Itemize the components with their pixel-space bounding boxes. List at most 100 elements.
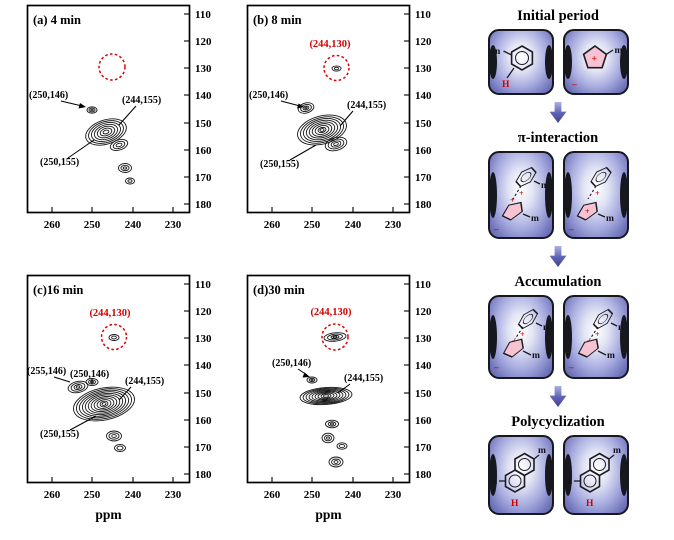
label-m: m: [531, 214, 539, 224]
down-arrow-icon: [549, 386, 567, 407]
y-tick-label: 130: [415, 63, 432, 75]
mechanism-scheme: Initial period n H + m –: [442, 0, 674, 540]
peak-pointers: [60, 100, 137, 159]
y-tick-label: 120: [195, 36, 212, 48]
capsule-portal-right-icon: [544, 45, 553, 79]
peak-label: (250,146): [29, 90, 68, 101]
x-tick-label: 260: [264, 219, 281, 231]
label-n: n: [541, 181, 547, 191]
capsule-portal-right-icon: [619, 315, 628, 359]
capsule-host: m n H: [487, 435, 554, 515]
plot-frame: [26, 4, 191, 214]
capsule-portal-right-icon: [619, 454, 628, 496]
down-arrow-icon: [549, 102, 567, 123]
peak-pointers: [53, 376, 132, 431]
capsule-portal-left-icon: [563, 172, 572, 218]
cyclopentadienyl-molecule-icon: + m –: [571, 45, 622, 90]
capsule-portal-left-icon: [563, 45, 572, 79]
peak-label: (250,155): [260, 159, 299, 170]
label-h: H: [511, 499, 519, 509]
capsule-portal-right-icon: [619, 45, 628, 79]
peak-label: (250,146): [249, 90, 288, 101]
panel-title: (a) 4 min: [33, 13, 81, 27]
stage-title-pi-interaction: π-interaction: [517, 130, 599, 146]
plot-frame: [26, 274, 191, 484]
tick-marks: [271, 13, 410, 213]
x-tick-label: 260: [264, 489, 281, 501]
highlight-circle: [323, 54, 350, 82]
x-tick-label: 240: [345, 489, 362, 501]
stage-polycyclization: m n H m n H: [487, 435, 629, 515]
y-tick-label: 150: [415, 118, 432, 130]
y-tick-label: 140: [195, 90, 212, 102]
x-tick-label: 250: [84, 219, 101, 231]
capsule-portal-left-icon: [488, 315, 497, 359]
peak-pointers: [280, 100, 354, 161]
panel-title: (d)30 min: [253, 283, 305, 297]
x-tick-label: 230: [165, 489, 182, 501]
capsule-host: + m –: [562, 29, 629, 95]
x-axis-labels: 260 250 240 230: [44, 489, 182, 501]
peak-label: (250,155): [40, 157, 79, 168]
y-tick-label: 120: [415, 306, 432, 318]
highlight-peak-label: (244,130): [310, 307, 352, 318]
y-tick-label: 160: [195, 415, 212, 427]
capsule-portal-left-icon: [563, 454, 572, 496]
peak-label: (244,155): [347, 100, 386, 111]
y-tick-label: 180: [415, 469, 432, 481]
y-tick-label: 140: [195, 360, 212, 372]
stage-title-polycyclization: Polycyclization: [511, 414, 605, 430]
label-plus: +: [591, 55, 596, 65]
tick-marks: [271, 283, 410, 483]
x-axis-labels: 260 250 240 230: [44, 219, 182, 231]
y-tick-label: 180: [415, 199, 432, 211]
stage-accumulation: n + + m – n: [487, 295, 629, 379]
contour-peaks: [299, 332, 353, 468]
x-tick-label: 230: [385, 489, 402, 501]
x-tick-label: 260: [44, 489, 61, 501]
capsule-portal-left-icon: [488, 45, 497, 79]
label-n: n: [567, 477, 573, 487]
x-tick-label: 250: [84, 489, 101, 501]
label-m: m: [614, 46, 622, 56]
label-n: n: [495, 47, 501, 57]
peak-label: (250,155): [40, 429, 79, 440]
x-tick-label: 250: [304, 219, 321, 231]
y-tick-label: 130: [195, 333, 212, 345]
x-axis-title: ppm: [315, 507, 342, 522]
peak-pointers: [297, 368, 351, 394]
label-plus: +: [520, 330, 525, 339]
label-n: n: [492, 477, 498, 487]
stage-pi-interaction: n + + m – +: [487, 151, 629, 239]
label-plus: +: [519, 189, 524, 198]
y-tick-label: 120: [195, 306, 212, 318]
y-tick-label: 160: [415, 145, 432, 157]
highlight-circle: [98, 53, 126, 81]
label-h: H: [586, 499, 594, 509]
plot-frame: [246, 274, 411, 484]
nmr-spectra-grid: 110 120 130 140 150 160 170 180 260 250 …: [26, 4, 432, 522]
label-plus: +: [595, 189, 600, 198]
down-arrow-icon: [549, 246, 567, 267]
stage-initial-period: n H + m –: [487, 29, 629, 95]
x-tick-label: 230: [385, 219, 402, 231]
y-tick-label: 150: [195, 388, 212, 400]
highlight-peak-label: (244,130): [309, 39, 351, 50]
fused-polycycle-icon: m n H: [492, 446, 546, 509]
peak-label: (250,146): [70, 369, 109, 380]
y-tick-label: 110: [195, 9, 211, 21]
x-axis-labels: 260 250 240 230: [264, 489, 402, 501]
y-tick-label: 170: [415, 442, 432, 454]
label-minus: –: [571, 80, 577, 90]
y-tick-label: 170: [195, 442, 212, 454]
y-tick-label: 120: [415, 36, 432, 48]
label-plus: +: [595, 330, 600, 339]
label-minus: –: [493, 363, 499, 373]
label-m: m: [538, 446, 546, 456]
panel-title: (c)16 min: [33, 283, 83, 297]
label-n: n: [543, 323, 549, 333]
label-m: m: [532, 351, 540, 361]
peak-label: (244,155): [344, 373, 383, 384]
y-tick-label: 110: [415, 279, 431, 291]
y-tick-label: 110: [415, 9, 431, 21]
